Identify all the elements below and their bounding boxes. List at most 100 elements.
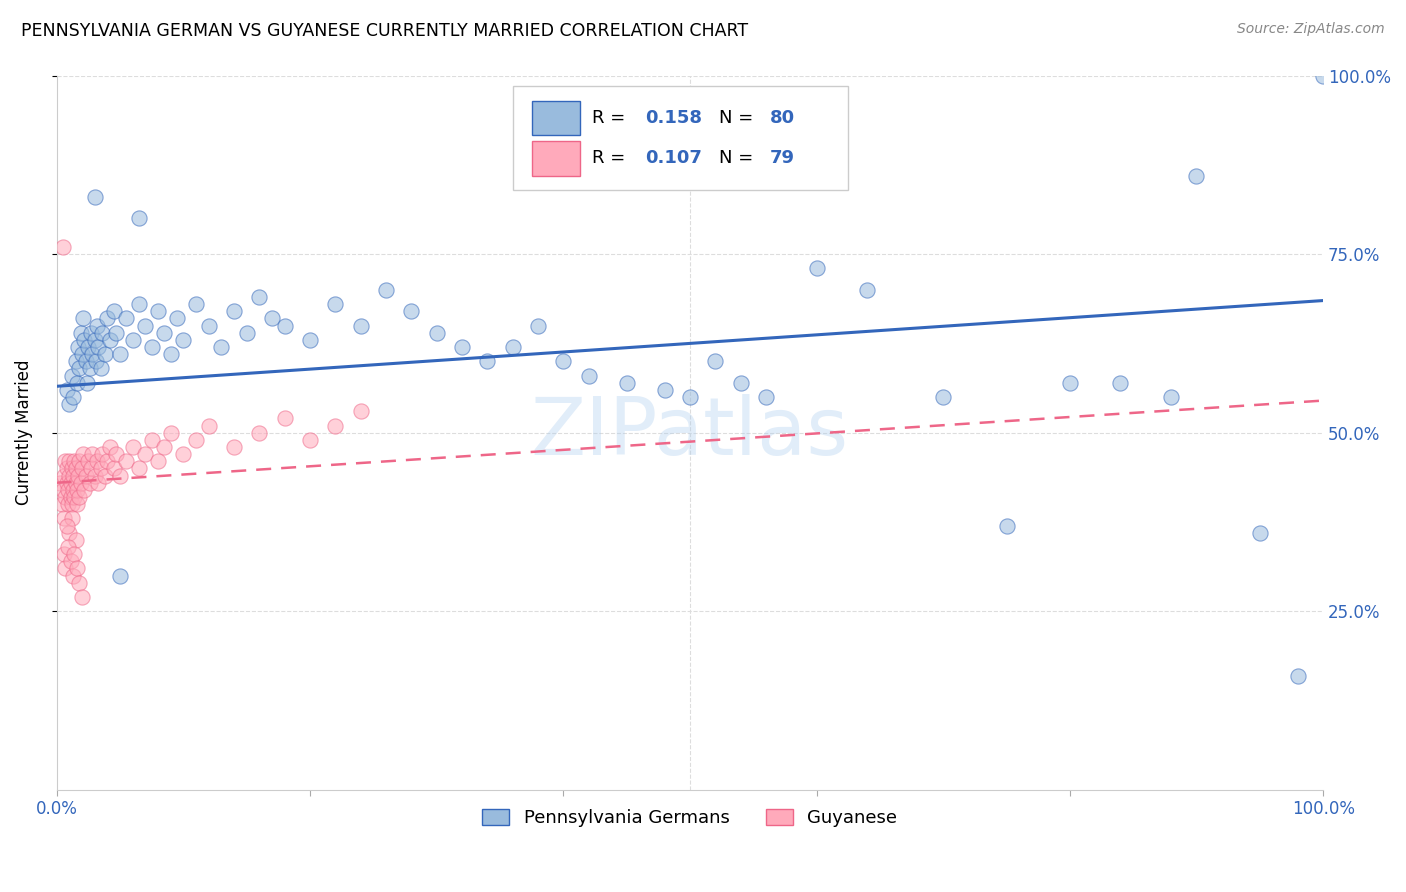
Point [1286, 668, 1309, 682]
Point [52, 483, 75, 497]
Point [197, 418, 219, 433]
Point [49, 475, 72, 490]
Point [374, 283, 396, 297]
Point [63, 454, 86, 468]
Point [55, 518, 77, 533]
Point [73, 483, 96, 497]
Point [87, 475, 110, 490]
Point [578, 368, 600, 383]
Point [86, 454, 108, 468]
Point [856, 283, 879, 297]
Point [755, 390, 778, 404]
Text: 0.158: 0.158 [645, 109, 703, 127]
Point [93, 468, 115, 483]
Point [1312, 69, 1334, 83]
Point [141, 433, 163, 447]
Text: PENNSYLVANIA GERMAN VS GUYANESE CURRENTLY MARRIED CORRELATION CHART: PENNSYLVANIA GERMAN VS GUYANESE CURRENTL… [21, 22, 748, 40]
Point [70, 590, 93, 604]
Point [53, 511, 76, 525]
Point [77, 454, 100, 468]
Point [80, 347, 103, 361]
Point [55, 490, 77, 504]
Point [59, 475, 82, 490]
Point [108, 468, 131, 483]
Point [55, 561, 77, 575]
Point [65, 533, 87, 547]
Point [502, 340, 524, 354]
Point [63, 490, 86, 504]
Point [80, 447, 103, 461]
Point [172, 333, 194, 347]
Point [730, 376, 752, 390]
Point [79, 361, 101, 376]
Text: 79: 79 [769, 149, 794, 168]
Point [70, 461, 93, 475]
Point [86, 318, 108, 333]
Point [56, 497, 79, 511]
Point [75, 354, 97, 368]
Point [121, 440, 143, 454]
Point [426, 326, 449, 340]
Point [184, 433, 207, 447]
Point [704, 354, 727, 368]
Point [184, 297, 207, 311]
Point [84, 354, 107, 368]
Text: R =: R = [592, 149, 631, 168]
Point [69, 326, 91, 340]
Point [134, 447, 156, 461]
Point [91, 447, 114, 461]
Point [62, 390, 84, 404]
Point [235, 326, 257, 340]
Point [70, 347, 93, 361]
Point [141, 340, 163, 354]
Point [79, 475, 101, 490]
Point [1249, 525, 1271, 540]
Point [60, 368, 83, 383]
Point [93, 347, 115, 361]
Point [69, 475, 91, 490]
Point [53, 547, 76, 561]
Point [247, 290, 270, 304]
Point [932, 390, 955, 404]
Point [55, 475, 77, 490]
Point [153, 440, 176, 454]
Point [654, 383, 676, 397]
Point [1185, 169, 1208, 183]
Point [477, 354, 499, 368]
Text: N =: N = [718, 149, 759, 168]
Point [83, 468, 105, 483]
Point [247, 425, 270, 440]
Point [62, 568, 84, 582]
Point [527, 318, 550, 333]
Point [298, 433, 321, 447]
Point [166, 311, 188, 326]
Point [72, 311, 94, 326]
Text: R =: R = [592, 109, 631, 127]
Point [146, 454, 169, 468]
Point [83, 333, 105, 347]
Point [60, 497, 83, 511]
Point [58, 525, 80, 540]
Point [67, 340, 90, 354]
Point [65, 354, 87, 368]
Point [67, 575, 90, 590]
Point [90, 461, 112, 475]
Point [1109, 376, 1132, 390]
Point [1160, 390, 1182, 404]
Point [53, 468, 76, 483]
Point [60, 461, 83, 475]
Point [96, 454, 118, 468]
FancyBboxPatch shape [531, 101, 579, 135]
Point [65, 475, 87, 490]
Point [159, 347, 181, 361]
Point [616, 376, 638, 390]
Point [62, 468, 84, 483]
Point [679, 390, 702, 404]
Point [159, 425, 181, 440]
Point [58, 397, 80, 411]
Point [121, 333, 143, 347]
Point [1059, 376, 1081, 390]
Point [77, 340, 100, 354]
Point [260, 311, 283, 326]
Point [146, 304, 169, 318]
